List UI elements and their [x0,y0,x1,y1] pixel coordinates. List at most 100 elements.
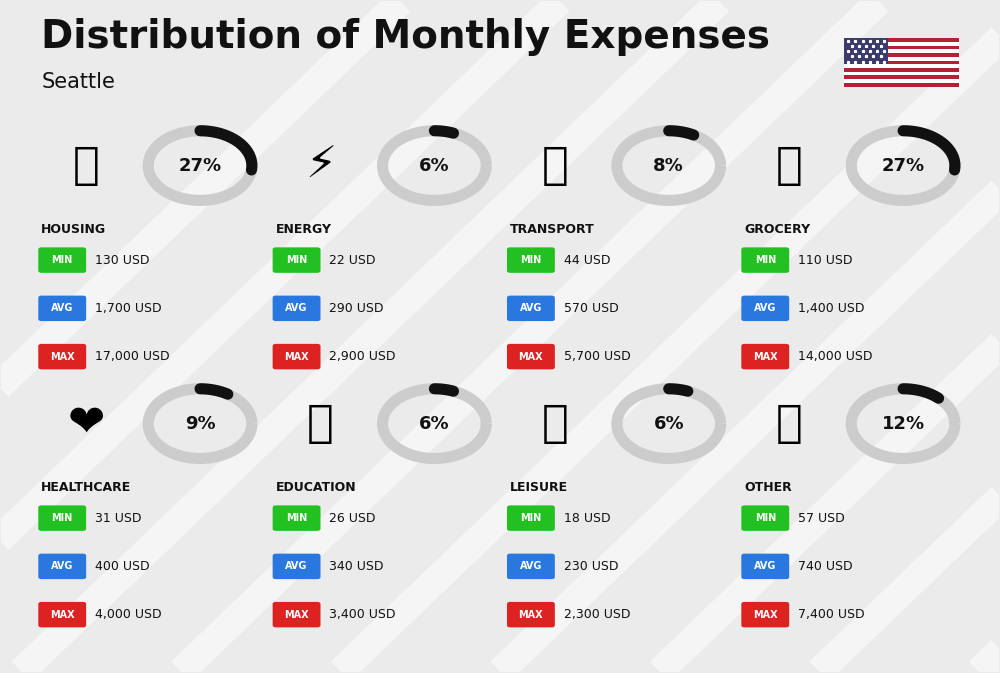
Text: AVG: AVG [285,304,308,314]
Text: 6%: 6% [419,415,450,433]
Text: AVG: AVG [754,304,776,314]
FancyBboxPatch shape [844,75,959,79]
FancyBboxPatch shape [844,42,959,46]
Text: MAX: MAX [753,610,778,620]
Text: 17,000 USD: 17,000 USD [95,350,170,363]
FancyBboxPatch shape [741,248,789,273]
Text: MIN: MIN [286,255,307,265]
Text: 22 USD: 22 USD [329,254,376,267]
FancyBboxPatch shape [38,602,86,627]
FancyBboxPatch shape [844,38,888,64]
Text: MAX: MAX [519,351,543,361]
FancyBboxPatch shape [844,83,959,87]
Text: 18 USD: 18 USD [564,511,610,525]
FancyBboxPatch shape [273,554,320,579]
FancyBboxPatch shape [741,344,789,369]
FancyBboxPatch shape [844,64,959,68]
FancyBboxPatch shape [844,53,959,57]
Text: 1,400 USD: 1,400 USD [798,302,865,315]
Text: 🛒: 🛒 [776,144,803,187]
Text: 14,000 USD: 14,000 USD [798,350,873,363]
Text: AVG: AVG [754,561,776,571]
FancyBboxPatch shape [273,344,320,369]
Text: TRANSPORT: TRANSPORT [510,223,595,236]
FancyBboxPatch shape [507,248,555,273]
Text: 110 USD: 110 USD [798,254,853,267]
Text: 6%: 6% [419,157,450,174]
FancyBboxPatch shape [844,38,959,42]
Text: MAX: MAX [519,610,543,620]
Text: 🛍: 🛍 [541,402,568,445]
Text: Distribution of Monthly Expenses: Distribution of Monthly Expenses [41,18,770,56]
Text: MIN: MIN [755,513,776,523]
FancyBboxPatch shape [844,46,959,49]
Text: AVG: AVG [51,304,73,314]
FancyBboxPatch shape [741,295,789,321]
Text: AVG: AVG [285,561,308,571]
Text: AVG: AVG [520,304,542,314]
Text: 230 USD: 230 USD [564,560,618,573]
FancyBboxPatch shape [741,505,789,531]
Text: 🎓: 🎓 [307,402,334,445]
Text: ENERGY: ENERGY [276,223,332,236]
Text: 8%: 8% [653,157,684,174]
Text: ⚡: ⚡ [305,144,336,187]
Text: 🚌: 🚌 [541,144,568,187]
Text: 5,700 USD: 5,700 USD [564,350,631,363]
FancyBboxPatch shape [844,71,959,75]
FancyBboxPatch shape [844,49,959,53]
FancyBboxPatch shape [507,344,555,369]
Text: MAX: MAX [753,351,778,361]
FancyBboxPatch shape [273,602,320,627]
FancyBboxPatch shape [507,554,555,579]
Text: MIN: MIN [520,255,542,265]
Text: ❤️: ❤️ [68,402,105,445]
Text: 26 USD: 26 USD [329,511,376,525]
Text: MAX: MAX [284,610,309,620]
Text: 740 USD: 740 USD [798,560,853,573]
FancyBboxPatch shape [273,248,320,273]
Text: AVG: AVG [520,561,542,571]
Text: MIN: MIN [755,255,776,265]
FancyBboxPatch shape [273,505,320,531]
FancyBboxPatch shape [741,554,789,579]
Text: 🏢: 🏢 [73,144,100,187]
Text: 4,000 USD: 4,000 USD [95,608,162,621]
Text: 2,900 USD: 2,900 USD [329,350,396,363]
Text: MAX: MAX [50,610,75,620]
Text: 570 USD: 570 USD [564,302,619,315]
Text: 3,400 USD: 3,400 USD [329,608,396,621]
FancyBboxPatch shape [507,602,555,627]
FancyBboxPatch shape [741,602,789,627]
FancyBboxPatch shape [38,248,86,273]
Text: MIN: MIN [286,513,307,523]
FancyBboxPatch shape [38,295,86,321]
Text: 1,700 USD: 1,700 USD [95,302,162,315]
Text: MIN: MIN [52,255,73,265]
FancyBboxPatch shape [844,61,959,64]
Text: EDUCATION: EDUCATION [276,481,356,493]
FancyBboxPatch shape [844,68,959,71]
Text: 57 USD: 57 USD [798,511,845,525]
Text: MAX: MAX [284,351,309,361]
Text: 6%: 6% [653,415,684,433]
Text: 12%: 12% [882,415,925,433]
FancyBboxPatch shape [273,295,320,321]
Text: 31 USD: 31 USD [95,511,142,525]
FancyBboxPatch shape [507,295,555,321]
Text: 130 USD: 130 USD [95,254,150,267]
Text: 290 USD: 290 USD [329,302,384,315]
Text: MIN: MIN [52,513,73,523]
Text: 400 USD: 400 USD [95,560,150,573]
Text: 9%: 9% [185,415,215,433]
FancyBboxPatch shape [38,554,86,579]
Text: OTHER: OTHER [744,481,792,493]
Text: 27%: 27% [882,157,925,174]
Text: 340 USD: 340 USD [329,560,384,573]
Text: 27%: 27% [178,157,222,174]
FancyBboxPatch shape [38,505,86,531]
FancyBboxPatch shape [844,79,959,83]
FancyBboxPatch shape [507,505,555,531]
Text: 👛: 👛 [776,402,803,445]
Text: Seattle: Seattle [41,72,115,92]
